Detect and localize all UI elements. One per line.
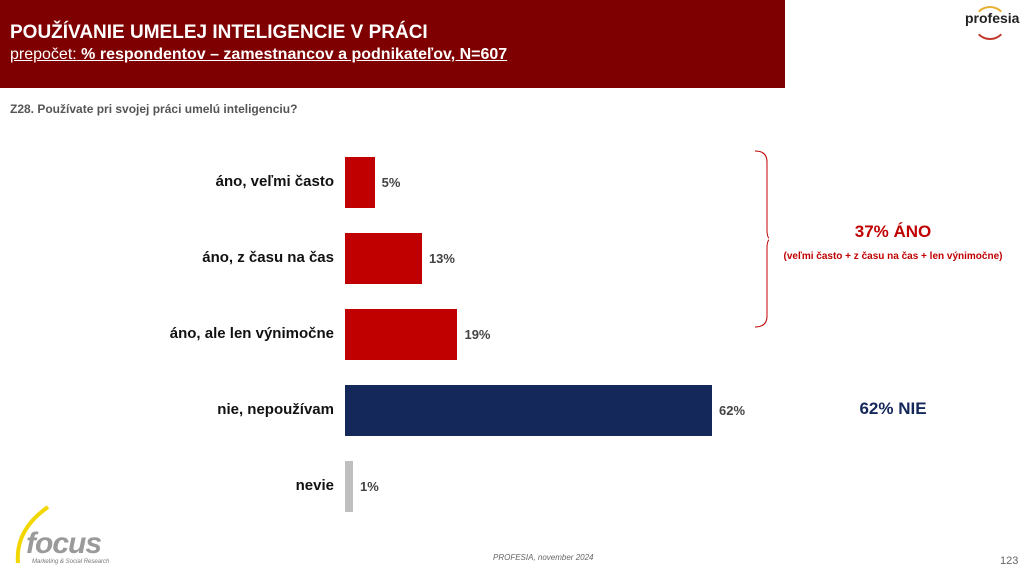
- category-label: nevie: [295, 477, 334, 494]
- profesia-logo: profesia: [965, 6, 1019, 40]
- footer-source: PROFESIA, november 2024: [493, 553, 594, 562]
- subtitle-text: % respondentov – zamestnancov a podnikat…: [81, 46, 508, 63]
- subtitle-prefix: prepočet:: [10, 46, 77, 63]
- data-label: 19%: [464, 327, 491, 342]
- logo-arc-icon: [973, 6, 1007, 40]
- yes-total: 37% ÁNO: [854, 222, 932, 241]
- focus-logo-text: focus: [26, 527, 102, 560]
- category-label: áno, z času na čas: [202, 249, 334, 266]
- focus-logo-sub: Marketing & Social Research: [32, 559, 110, 565]
- page-title: POUŽÍVANIE UMELEJ INTELIGENCIE V PRÁCI: [10, 22, 428, 43]
- category-label: nie, nepoužívam: [217, 401, 334, 418]
- focus-swoosh-icon: [15, 505, 50, 564]
- data-label: 5%: [381, 175, 401, 190]
- bar: [345, 157, 375, 208]
- bar: [345, 461, 353, 512]
- data-label: 62%: [719, 403, 746, 418]
- data-label: 1%: [360, 479, 379, 494]
- bar: [345, 385, 713, 436]
- bar: [345, 233, 422, 284]
- no-total: 62% NIE: [859, 399, 927, 418]
- category-label: áno, ale len výnimočne: [169, 325, 334, 342]
- bar: [345, 309, 458, 360]
- bracket-icon: [755, 150, 769, 328]
- question-text: Z28. Používate pri svojej práci umelú in…: [10, 102, 298, 116]
- focus-logo: focus Marketing & Social Research: [10, 505, 130, 570]
- page-subtitle: prepočet: % respondentov – zamestnancov …: [10, 46, 507, 64]
- yes-note: (veľmi často + z času na čas + len výnim…: [783, 251, 1003, 262]
- data-label: 13%: [428, 251, 455, 266]
- header-banner: POUŽÍVANIE UMELEJ INTELIGENCIE V PRÁCI p…: [0, 0, 785, 88]
- category-label: áno, veľmi často: [215, 173, 334, 190]
- page-number: 123: [1000, 555, 1019, 567]
